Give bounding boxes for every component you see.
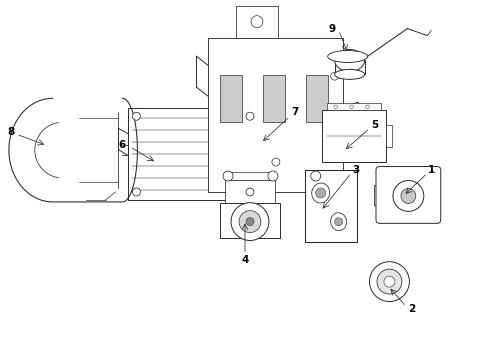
Circle shape	[315, 188, 325, 198]
Bar	[304, 170, 356, 242]
FancyBboxPatch shape	[375, 167, 440, 223]
Text: 8: 8	[7, 127, 15, 137]
Circle shape	[334, 218, 342, 226]
Text: 4: 4	[241, 255, 248, 265]
Bar	[263, 75, 285, 122]
Circle shape	[239, 211, 261, 233]
Circle shape	[310, 171, 320, 181]
Ellipse shape	[330, 213, 346, 231]
Text: 9: 9	[327, 24, 335, 33]
Circle shape	[383, 276, 394, 287]
Circle shape	[245, 188, 253, 196]
Bar	[128, 108, 258, 200]
Bar	[224, 180, 274, 206]
Bar	[326, 103, 381, 110]
Circle shape	[223, 171, 233, 181]
Circle shape	[365, 105, 368, 109]
Text: 5: 5	[370, 120, 377, 130]
Circle shape	[245, 112, 253, 120]
Bar	[386, 125, 392, 147]
Text: 1: 1	[427, 165, 434, 175]
Text: 3: 3	[351, 165, 359, 175]
Circle shape	[271, 158, 279, 166]
Circle shape	[245, 217, 253, 226]
Text: 2: 2	[407, 305, 414, 315]
Circle shape	[330, 72, 338, 80]
Text: 6: 6	[119, 140, 126, 150]
Bar	[343, 62, 355, 72]
Bar	[321, 110, 386, 162]
Circle shape	[267, 171, 277, 181]
Ellipse shape	[327, 50, 367, 62]
Circle shape	[230, 203, 268, 240]
Ellipse shape	[334, 69, 364, 80]
Bar	[220, 203, 279, 238]
Circle shape	[132, 188, 140, 196]
Circle shape	[349, 105, 353, 109]
Circle shape	[369, 262, 408, 302]
Circle shape	[376, 269, 401, 294]
Bar	[227, 172, 271, 180]
Circle shape	[132, 112, 140, 120]
Circle shape	[333, 105, 337, 109]
Bar	[305, 75, 327, 122]
Ellipse shape	[311, 183, 329, 203]
Circle shape	[250, 15, 263, 28]
Circle shape	[392, 180, 423, 211]
Text: 7: 7	[290, 107, 298, 117]
Circle shape	[400, 189, 415, 203]
Bar	[236, 6, 277, 37]
Bar	[220, 75, 242, 122]
Bar	[208, 37, 342, 192]
Ellipse shape	[334, 50, 364, 71]
